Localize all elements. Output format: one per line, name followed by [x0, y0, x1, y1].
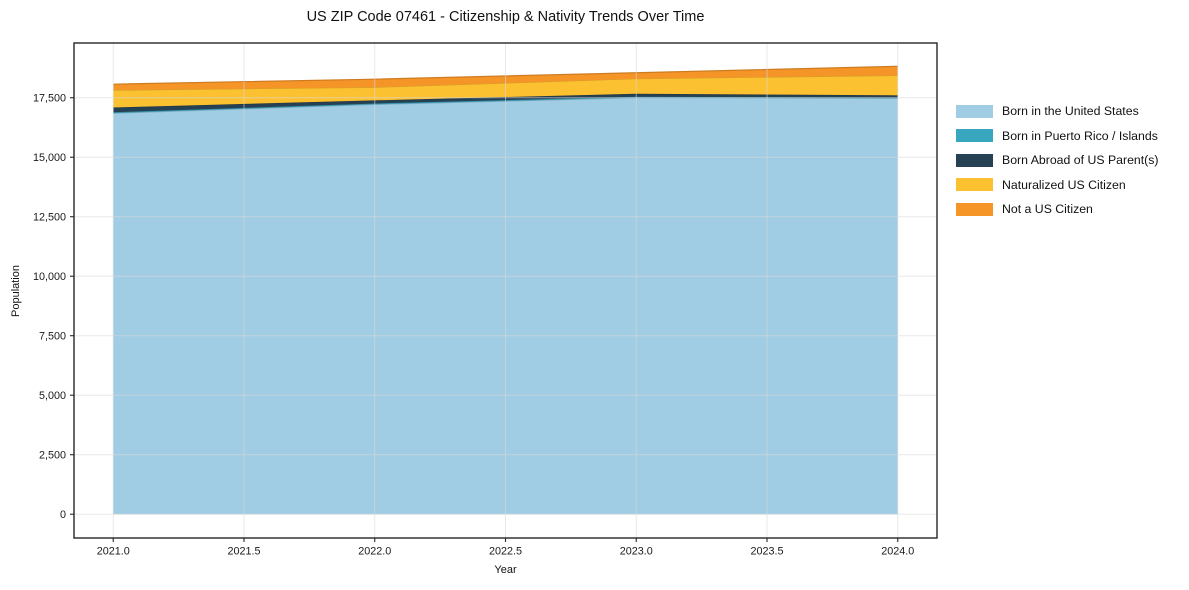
- y-tick-label: 5,000: [39, 390, 66, 402]
- legend-swatch-not-citizen: [956, 202, 993, 216]
- x-tick-label: 2021.5: [227, 546, 260, 558]
- y-tick-label: 10,000: [33, 271, 66, 283]
- legend-item: Naturalized US Citizen: [956, 178, 1159, 192]
- x-tick-label: 2024.0: [881, 546, 914, 558]
- legend-swatch-born-us: [956, 104, 993, 118]
- legend-swatch-born-abroad: [956, 153, 993, 167]
- legend-item: Born in Puerto Rico / Islands: [956, 129, 1159, 143]
- y-tick-label: 7,500: [39, 330, 66, 342]
- legend-swatch-born-pr: [956, 129, 993, 142]
- y-tick-label: 17,500: [33, 92, 66, 104]
- x-axis-label: Year: [494, 564, 517, 576]
- chart-title: US ZIP Code 07461 - Citizenship & Nativi…: [306, 9, 705, 25]
- legend-label: Naturalized US Citizen: [1002, 177, 1126, 192]
- y-tick-label: 15,000: [33, 152, 66, 164]
- legend: Born in the United States Born in Puerto…: [956, 104, 1159, 227]
- y-tick-label: 0: [60, 509, 66, 521]
- legend-label: Born Abroad of US Parent(s): [1002, 153, 1159, 167]
- x-tick-label: 2023.0: [620, 546, 653, 558]
- x-tick-label: 2023.5: [750, 546, 783, 558]
- x-tick-label: 2022.0: [358, 546, 391, 558]
- x-tick-label: 2022.5: [489, 546, 522, 558]
- legend-label: Not a US Citizen: [1002, 202, 1093, 216]
- y-tick-label: 2,500: [39, 449, 66, 461]
- legend-label: Born in Puerto Rico / Islands: [1002, 128, 1158, 143]
- legend-item: Born Abroad of US Parent(s): [956, 153, 1159, 167]
- legend-swatch-naturalized: [956, 178, 993, 191]
- y-tick-label: 12,500: [33, 211, 66, 223]
- x-tick-label: 2021.0: [97, 546, 130, 558]
- y-axis-label: Population: [10, 265, 22, 317]
- legend-item: Not a US Citizen: [956, 202, 1159, 216]
- legend-item: Born in the United States: [956, 104, 1159, 118]
- legend-label: Born in the United States: [1002, 104, 1139, 118]
